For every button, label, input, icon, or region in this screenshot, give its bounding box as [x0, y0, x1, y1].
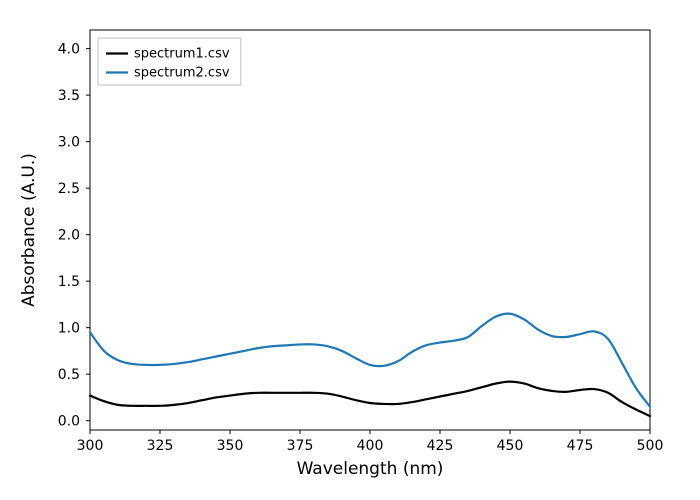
x-axis-label: Wavelength (nm)	[297, 459, 444, 479]
x-tick-label: 400	[357, 438, 384, 454]
y-tick-label: 3.5	[58, 88, 80, 104]
y-tick-label: 1.5	[58, 274, 80, 290]
x-tick-label: 375	[287, 438, 314, 454]
y-tick-label: 0.5	[58, 367, 80, 383]
x-tick-label: 500	[637, 438, 664, 454]
y-tick-label: 2.5	[58, 181, 80, 197]
y-tick-label: 3.0	[58, 135, 80, 151]
x-tick-label: 425	[427, 438, 454, 454]
x-tick-label: 300	[77, 438, 104, 454]
series-line	[90, 382, 650, 416]
x-tick-label: 325	[147, 438, 174, 454]
y-tick-label: 1.0	[58, 321, 80, 337]
legend-label: spectrum1.csv	[134, 47, 230, 62]
chart-container: 300 325 350 375 400 425 450 475 500 0.0 0.5 1.0 1.5 2…	[0, 0, 700, 500]
y-axis-label: Absorbance (A.U.)	[19, 153, 39, 307]
y-tick-label: 0.0	[58, 414, 80, 430]
y-tick-label: 2.0	[58, 228, 80, 244]
x-tick-label: 475	[567, 438, 594, 454]
legend-label: spectrum2.csv	[134, 66, 230, 81]
x-tick-label: 450	[497, 438, 524, 454]
x-tick-label: 350	[217, 438, 244, 454]
line-chart: 300 325 350 375 400 425 450 475 500 0.0 0.5 1.0 1.5 2…	[0, 0, 700, 500]
y-tick-label: 4.0	[58, 42, 80, 58]
plot-area	[90, 30, 650, 430]
